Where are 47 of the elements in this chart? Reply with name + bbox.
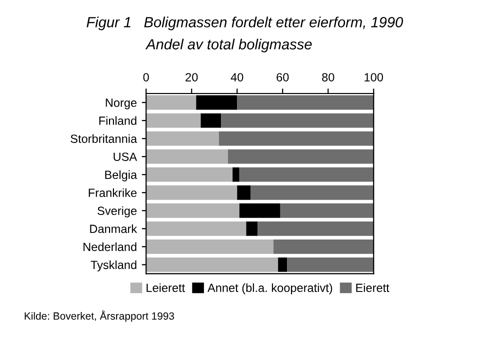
- bar: [146, 239, 274, 254]
- y-tick-label: Norge: [106, 98, 137, 110]
- bar: [146, 95, 196, 110]
- bar: [232, 167, 240, 182]
- bar: [146, 113, 201, 128]
- bar: [237, 95, 374, 110]
- bar: [146, 149, 228, 164]
- y-tick-label: Frankrike: [88, 188, 137, 198]
- bar: [146, 131, 219, 146]
- bar: [237, 185, 251, 200]
- x-tick-label: 40: [230, 73, 244, 82]
- bar: [258, 221, 374, 236]
- bar: [287, 257, 374, 272]
- x-tick-label: 0: [143, 73, 149, 82]
- x-tick-label: 100: [364, 73, 384, 82]
- bar: [239, 167, 374, 182]
- x-tick-label: 60: [276, 73, 289, 82]
- bar: [250, 185, 374, 200]
- y-tick-label: Finland: [99, 116, 136, 125]
- x-tick-label: 80: [322, 73, 334, 82]
- chart-subtitle: Andel av total boligmasse: [145, 38, 312, 52]
- chart-title: Figur 1 Boligmassen fordelt etter eierform, 1990: [86, 16, 404, 30]
- y-tick-label: Sverige: [98, 206, 137, 218]
- legend-label: Annet (bl.a. kooperativt): [208, 283, 332, 294]
- bar: [221, 113, 374, 128]
- bar: [246, 221, 258, 236]
- legend-label: Eierett: [356, 283, 390, 292]
- y-tick-label: Storbritannia: [70, 134, 138, 143]
- y-tick-label: Nederland: [84, 242, 136, 252]
- y-tick-label: USA: [114, 152, 138, 161]
- bar: [146, 203, 240, 218]
- text: Kilde: Boverket, Årsrapport 1993: [24, 310, 174, 322]
- bar: [280, 203, 374, 218]
- bar: [218, 131, 374, 146]
- y-tick-label: Belgia: [105, 170, 138, 182]
- bar: [239, 203, 280, 218]
- legend-label: Leierett: [146, 283, 185, 292]
- bar: [200, 113, 222, 128]
- bar: [228, 149, 374, 164]
- bar: [146, 221, 246, 236]
- bar: [274, 239, 374, 254]
- bar: [146, 257, 278, 272]
- bar: [146, 185, 238, 200]
- x-tick-label: 20: [186, 73, 198, 82]
- y-tick-label: Danmark: [90, 224, 138, 234]
- bar: [146, 167, 233, 182]
- y-tick-label: Tyskland: [90, 260, 136, 272]
